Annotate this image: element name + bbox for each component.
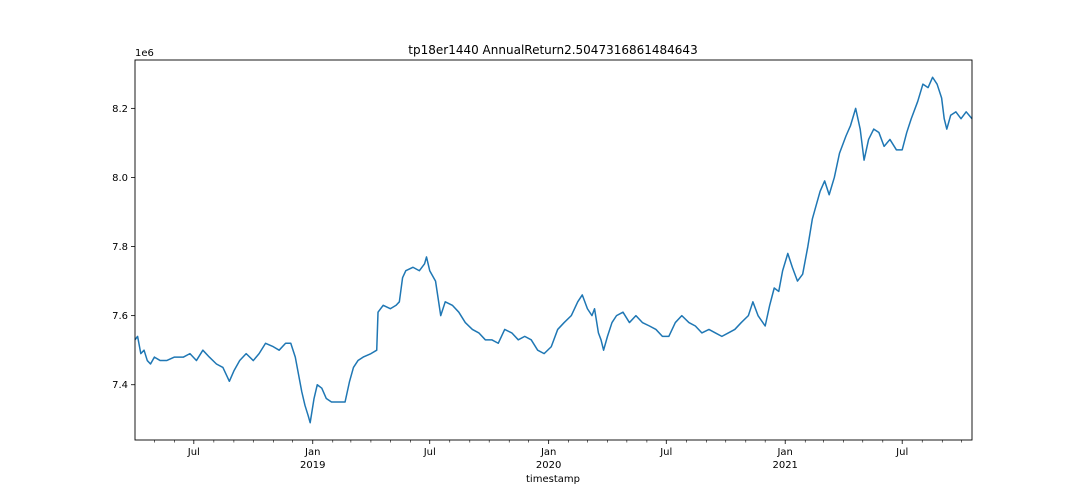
plot-area — [134, 59, 973, 441]
x-tick-label: Jul — [659, 447, 672, 458]
x-tick-label: Jan — [304, 447, 320, 458]
x-axis: Jul Jan 2019 Jul Jan 2020 Jul Jan 2021 Jul — [154, 440, 962, 471]
x-tick-year-label: 2020 — [536, 460, 561, 471]
x-tick-label: Jul — [187, 447, 200, 458]
y-axis: 7.4 7.6 7.8 8.0 8.2 — [112, 104, 135, 391]
x-tick-label: Jan — [540, 447, 556, 458]
series-line-0 — [134, 76, 973, 424]
plot-background — [135, 60, 972, 440]
x-tick-year-label: 2021 — [772, 460, 797, 471]
plot-frame — [134, 59, 973, 441]
y-tick-label: 8.0 — [112, 173, 128, 184]
x-tick-label: Jul — [895, 447, 908, 458]
y-tick-label: 7.6 — [112, 311, 128, 322]
x-axis-label: timestamp — [526, 474, 580, 485]
y-tick-label: 7.4 — [112, 380, 128, 391]
y-tick-label: 7.8 — [112, 242, 128, 253]
y-offset-text: 1e6 — [135, 48, 154, 59]
y-tick-label: 8.2 — [112, 104, 128, 115]
x-tick-year-label: 2019 — [300, 460, 325, 471]
series-layer — [134, 76, 973, 424]
x-tick-label: Jan — [776, 447, 792, 458]
x-tick-label: Jul — [423, 447, 436, 458]
chart-title: tp18er1440 AnnualReturn2.504731686148464… — [408, 43, 697, 57]
